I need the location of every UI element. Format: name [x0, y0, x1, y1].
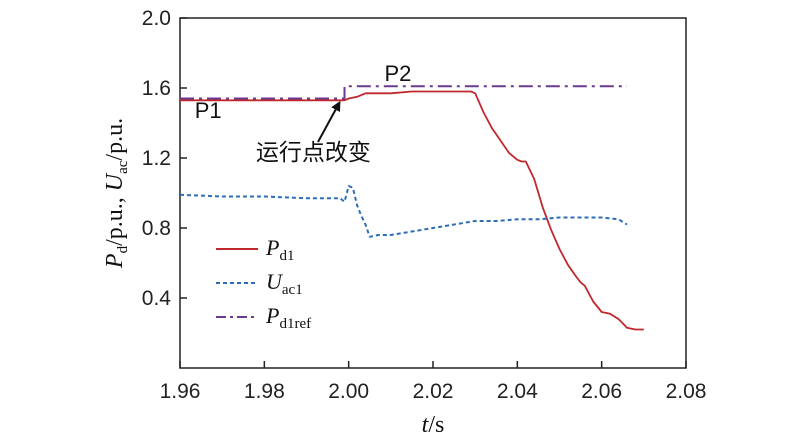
- x-tick-label: 2.00: [328, 380, 369, 403]
- y-axis-p-var: P: [102, 253, 128, 269]
- y-axis-p-unit: /p.u.,: [102, 191, 128, 246]
- y-axis-label: Pd/p.u., Uac/p.u.: [102, 118, 131, 269]
- y-tick-label: 2.0: [142, 7, 171, 30]
- annotation-label: 运行点改变: [256, 140, 371, 166]
- legend-entry-main: P: [265, 235, 279, 260]
- y-axis-u-sub: ac: [115, 160, 131, 174]
- series-line-pd1: [180, 90, 644, 331]
- x-tick-label: 2.02: [413, 380, 454, 403]
- x-tick-label: 1.98: [244, 380, 285, 403]
- legend-entry-pd1: Pd1: [265, 235, 294, 264]
- y-axis-u-unit: /p.u.: [102, 118, 128, 161]
- y-tick-label: 0.4: [142, 287, 172, 310]
- y-axis-p-sub: d: [115, 245, 131, 253]
- y-axis-u-var: U: [102, 172, 128, 191]
- x-tick-label: 2.04: [497, 380, 538, 403]
- legend-entry-sub: d1ref: [279, 316, 311, 332]
- legend-entry-sub: d1: [279, 248, 294, 264]
- y-tick-label: 1.6: [142, 77, 171, 100]
- annotation-label: P1: [195, 98, 222, 123]
- annotation-label: P2: [385, 61, 412, 86]
- x-axis-unit: /s: [428, 412, 444, 438]
- legend-entry-pd1ref: Pd1ref: [265, 303, 311, 332]
- annotation-arrow: [317, 100, 341, 143]
- x-axis-label: t/s: [422, 412, 445, 438]
- plot-frame: [179, 17, 687, 369]
- x-tick-label: 2.08: [666, 380, 707, 403]
- legend-entry-main: P: [265, 303, 279, 328]
- legend-entry-uac1: Uac1: [266, 269, 303, 298]
- series-line-pd1ref: [180, 85, 627, 100]
- y-tick-label: 0.8: [142, 217, 171, 240]
- legend-entry-sub: ac1: [282, 282, 303, 298]
- x-tick-label: 2.06: [581, 380, 622, 403]
- legend-entry-main: U: [266, 269, 284, 294]
- x-tick-label: 1.96: [160, 380, 201, 403]
- series-line-uac1: [179, 185, 628, 238]
- y-tick-label: 1.2: [142, 147, 171, 170]
- x-axis-var: t: [422, 412, 430, 438]
